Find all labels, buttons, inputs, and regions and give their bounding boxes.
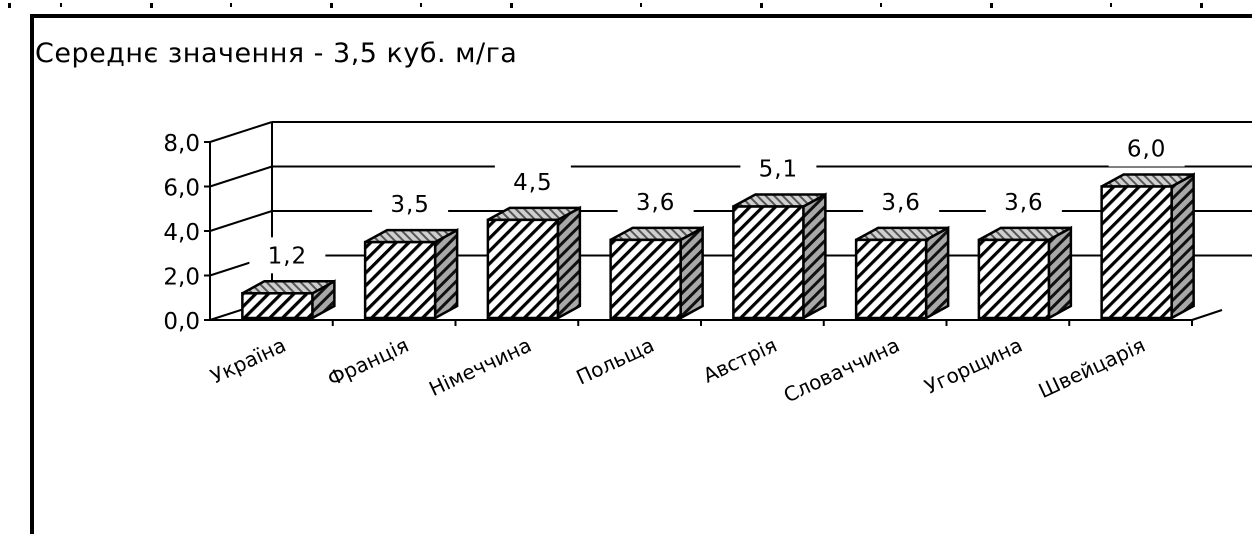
bar — [241, 292, 314, 320]
side-gridline — [209, 210, 273, 232]
bar-side — [556, 205, 582, 321]
data-label-backdrop — [740, 150, 817, 187]
data-label-backdrop — [617, 183, 694, 220]
bar-side — [1170, 172, 1195, 321]
side-gridline — [209, 121, 273, 143]
bar — [732, 205, 805, 320]
floor-right-edge — [1191, 309, 1223, 321]
data-label: 3,5 — [390, 192, 430, 218]
bar — [609, 238, 682, 320]
bar — [486, 218, 560, 320]
bar — [977, 238, 1051, 320]
x-tick-label: Угорщина — [921, 333, 1026, 399]
bar-side — [1047, 225, 1073, 321]
bar — [363, 240, 437, 320]
data-label: 3,6 — [636, 190, 676, 216]
chart-frame — [30, 14, 1252, 534]
x-tick-label: Німеччина — [425, 333, 535, 401]
x-tick-label: Швейцарія — [1035, 333, 1149, 403]
x-tick-label: Польща — [572, 333, 657, 390]
x-tick-label: Україна — [207, 333, 290, 389]
bar-side — [679, 225, 704, 321]
y-tick-label: 4,0 — [163, 220, 200, 246]
chart-title: Середнє значення - 3,5 куб. м/га — [35, 38, 518, 69]
data-label-backdrop — [863, 183, 940, 220]
data-label-backdrop — [372, 186, 449, 223]
data-label: 3,6 — [1004, 190, 1044, 216]
bar-side — [433, 228, 459, 321]
side-gridline — [209, 165, 273, 188]
data-label: 4,5 — [513, 170, 553, 196]
data-label: 6,0 — [1127, 137, 1167, 163]
cropped-text-fragments — [8, 3, 1203, 8]
x-tick-label: Франція — [324, 333, 412, 391]
data-label-backdrop — [1108, 130, 1185, 167]
bar-side — [802, 192, 827, 321]
y-tick-label: 6,0 — [163, 176, 200, 202]
bars-layer — [241, 172, 1195, 321]
data-label: 1,2 — [268, 243, 308, 269]
x-tick-label: Австрія — [699, 333, 780, 388]
x-tick-label: Словаччина — [780, 333, 903, 408]
cropped-text-strip — [0, 0, 1252, 12]
y-tick-label: 8,0 — [163, 131, 200, 157]
y-tick-label: 2,0 — [163, 265, 200, 291]
data-label: 5,1 — [759, 157, 799, 183]
bar — [1100, 185, 1173, 320]
data-label-backdrop — [494, 163, 571, 200]
bar — [854, 238, 928, 320]
data-label-backdrop — [249, 237, 326, 274]
bar-side — [924, 225, 950, 321]
y-tick-label: 0,0 — [163, 309, 200, 335]
data-label: 3,6 — [881, 190, 921, 216]
data-label-backdrop — [985, 183, 1062, 220]
